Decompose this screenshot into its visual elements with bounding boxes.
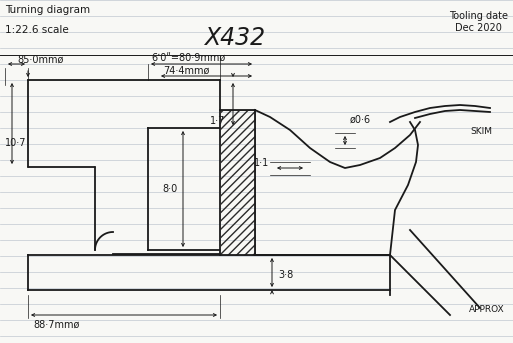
Text: 1·7: 1·7 [210,116,226,126]
Text: Tooling date
Dec 2020: Tooling date Dec 2020 [449,11,508,33]
Text: X432: X432 [205,26,266,50]
Text: ø0·6: ø0·6 [350,115,371,125]
Text: Turning diagram: Turning diagram [5,5,90,15]
Text: 1:22.6 scale: 1:22.6 scale [5,25,69,35]
Text: 10·7: 10·7 [5,139,27,149]
Text: 1·1: 1·1 [254,158,270,168]
Bar [220,110,255,255]
Text: APPROX: APPROX [469,306,505,315]
Text: 8·0: 8·0 [163,184,177,194]
Text: 85·0mmø: 85·0mmø [17,55,64,65]
Text: 74·4mmø: 74·4mmø [163,66,209,76]
Text: 88·7mmø: 88·7mmø [33,320,80,330]
Text: 3·8: 3·8 [278,271,293,281]
Text: SKIM: SKIM [470,128,492,137]
Text: 6ʼ0ʺ=80·9mmø: 6ʼ0ʺ=80·9mmø [151,54,225,64]
